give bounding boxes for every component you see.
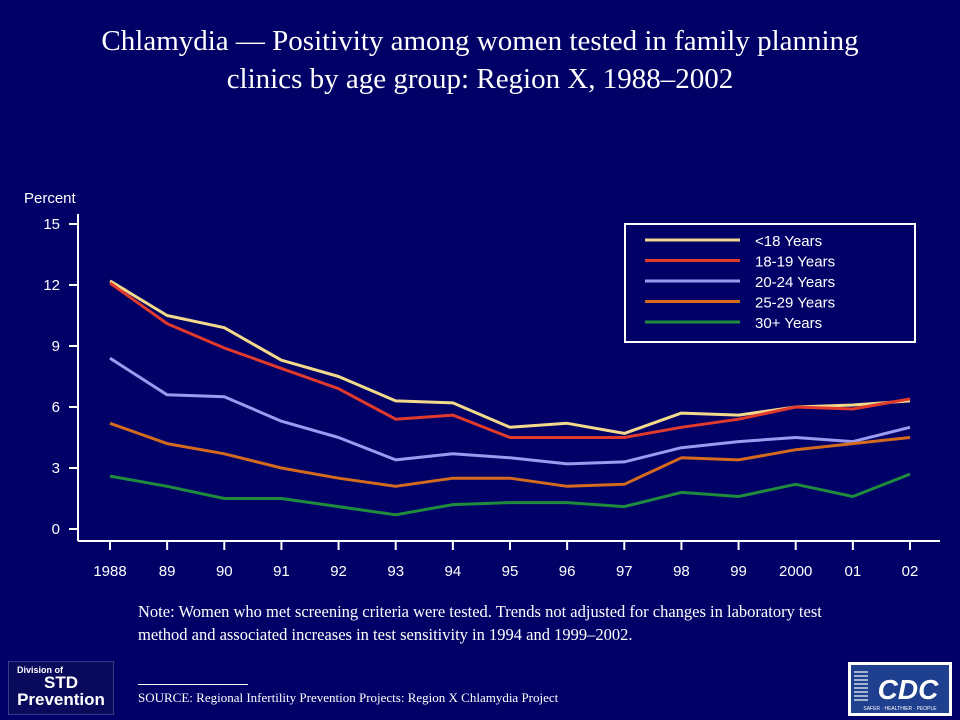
x-tick-label: 01 (845, 563, 862, 580)
legend-label: <18 Years (755, 233, 822, 250)
x-tick-label: 02 (902, 563, 919, 580)
x-tick-label: 2000 (779, 563, 812, 580)
y-axis-label: Percent (24, 190, 77, 207)
legend-label: 20-24 Years (755, 274, 835, 291)
x-tick-label: 97 (616, 563, 633, 580)
y-tick-label: 9 (52, 338, 60, 355)
x-tick-label: 91 (273, 563, 290, 580)
x-tick-label: 93 (387, 563, 404, 580)
chart-note: Note: Women who met screening criteria w… (138, 602, 822, 644)
cdc-logo-text: CDC (878, 674, 939, 705)
cdc-logo-tagline: SAFER · HEALTHIER · PEOPLE (863, 706, 937, 712)
chart-legend: <18 Years 18-19 Years 20-24 Years 25-29 Yea… (624, 223, 916, 343)
chart-title: Chlamydia — Positivity among women teste… (0, 22, 960, 98)
y-tick-label: 12 (43, 277, 60, 294)
y-tick-label: 6 (52, 399, 60, 416)
cdc-logo: CDC SAFER · HEALTHIER · PEOPLE (848, 662, 952, 716)
source-divider (138, 684, 248, 685)
y-tick-label: 0 (52, 521, 60, 538)
legend-box (624, 223, 916, 343)
std-logo-line-1: Division of (17, 665, 64, 675)
y-tick-label: 3 (52, 460, 60, 477)
chart-title-line-1: Chlamydia — Positivity among women teste… (101, 25, 859, 57)
y-tick-label: 15 (43, 216, 60, 233)
x-tick-label: 89 (159, 563, 176, 580)
x-tick-label: 99 (730, 563, 747, 580)
legend-label: 30+ Years (755, 315, 822, 332)
line-chart: Percent 0 3 6 9 12 15 1988 89 90 91 92 93 94 95 96 97 98… (24, 190, 940, 580)
chart-source: SOURCE: Regional Infertility Prevention … (138, 690, 559, 705)
chart-series-group (109, 279, 911, 517)
x-tick-label: 95 (502, 563, 519, 580)
series-line-1 (109, 281, 911, 439)
x-tick-label: 1988 (93, 563, 126, 580)
legend-label: 18-19 Years (755, 254, 835, 271)
legend-label: 25-29 Years (755, 295, 835, 312)
x-tick-label: 96 (559, 563, 576, 580)
series-line-3 (109, 421, 911, 488)
std-logo-line-3: Prevention (17, 690, 105, 709)
division-of-std-prevention-logo: Division of STD Prevention (8, 661, 114, 715)
chart-title-line-2: clinics by age group: Region X, 1988–200… (226, 63, 734, 95)
x-tick-label: 90 (216, 563, 233, 580)
series-line-2 (109, 356, 911, 466)
chart-axes: 0 3 6 9 12 15 1988 89 90 91 92 93 94 95 96 97 98 99 2000 01… (43, 214, 940, 580)
series-line-4 (109, 472, 911, 517)
x-tick-label: 94 (445, 563, 462, 580)
x-tick-label: 92 (330, 563, 347, 580)
x-tick-label: 98 (673, 563, 690, 580)
std-logo-line-2: STD (44, 673, 78, 692)
